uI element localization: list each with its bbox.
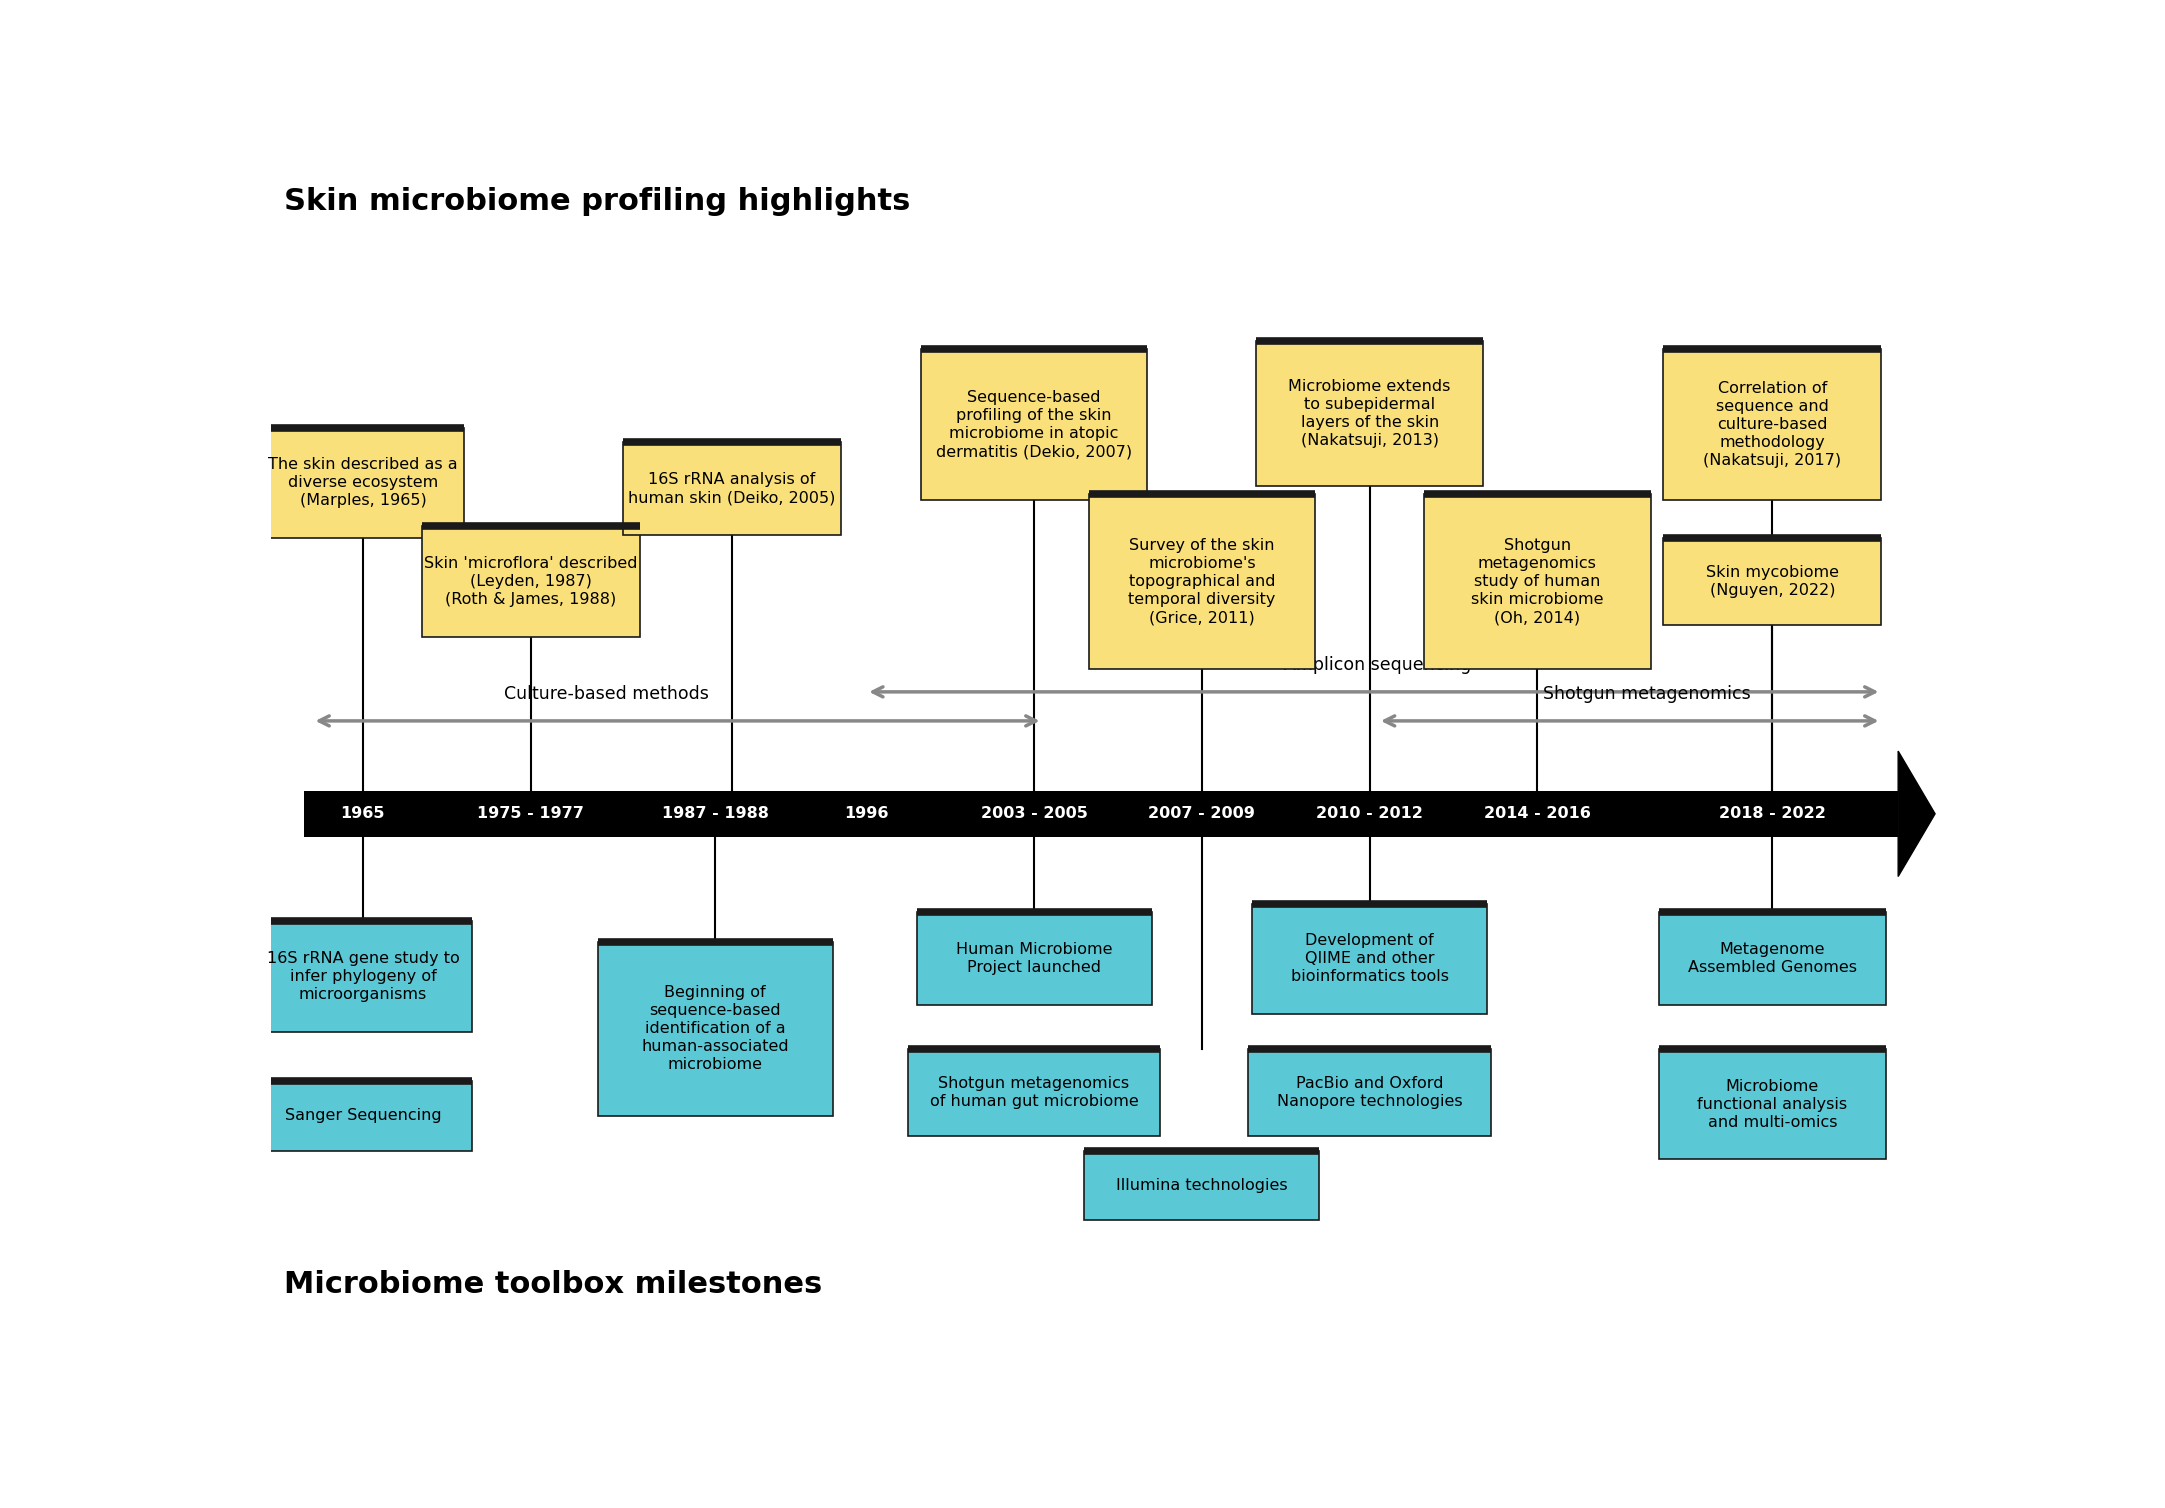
FancyBboxPatch shape [1089,495,1314,668]
Text: The skin described as a
diverse ecosystem
(Marples, 1965): The skin described as a diverse ecosyste… [268,457,457,508]
Text: Microbiome toolbox milestones: Microbiome toolbox milestones [284,1270,823,1298]
Text: Metagenome
Assembled Genomes: Metagenome Assembled Genomes [1689,942,1858,976]
Text: 1987 - 1988: 1987 - 1988 [662,807,769,822]
Text: Sequence-based
profiling of the skin
microbiome in atopic
dermatitis (Dekio, 200: Sequence-based profiling of the skin mic… [935,391,1132,460]
Text: Culture-based methods: Culture-based methods [504,686,708,703]
Text: Illumina technologies: Illumina technologies [1115,1178,1288,1193]
FancyBboxPatch shape [624,442,840,535]
Text: 16S rRNA gene study to
infer phylogeny of
microorganisms: 16S rRNA gene study to infer phylogeny o… [266,952,459,1001]
Text: 16S rRNA analysis of
human skin (Deiko, 2005): 16S rRNA analysis of human skin (Deiko, … [628,472,836,505]
FancyBboxPatch shape [920,350,1147,501]
FancyBboxPatch shape [909,1050,1160,1136]
Text: Survey of the skin
microbiome's
topographical and
temporal diversity
(Grice, 201: Survey of the skin microbiome's topograp… [1128,538,1275,624]
FancyBboxPatch shape [1085,1151,1318,1220]
Text: 1996: 1996 [844,807,888,822]
Text: Amplicon sequencing: Amplicon sequencing [1284,656,1472,674]
FancyBboxPatch shape [1658,1050,1886,1160]
Polygon shape [1899,751,1936,876]
FancyBboxPatch shape [1663,538,1881,626]
Text: Skin mycobiome
(Nguyen, 2022): Skin mycobiome (Nguyen, 2022) [1706,566,1838,599]
FancyBboxPatch shape [598,941,834,1116]
Text: Shotgun
metagenomics
study of human
skin microbiome
(Oh, 2014): Shotgun metagenomics study of human skin… [1472,538,1604,624]
Text: Development of
QIIME and other
bioinformatics tools: Development of QIIME and other bioinform… [1290,933,1448,985]
Text: 2007 - 2009: 2007 - 2009 [1147,807,1256,822]
FancyBboxPatch shape [916,912,1152,1006]
Text: 2010 - 2012: 2010 - 2012 [1316,807,1422,822]
FancyBboxPatch shape [1247,1050,1492,1136]
Text: Sanger Sequencing: Sanger Sequencing [284,1108,442,1123]
FancyBboxPatch shape [253,1081,472,1151]
Text: Shotgun metagenomics
of human gut microbiome: Shotgun metagenomics of human gut microb… [929,1077,1139,1108]
Text: PacBio and Oxford
Nanopore technologies: PacBio and Oxford Nanopore technologies [1277,1077,1461,1108]
FancyBboxPatch shape [262,428,463,538]
FancyBboxPatch shape [1658,912,1886,1006]
Text: Microbiome extends
to subepidermal
layers of the skin
(Nakatsuji, 2013): Microbiome extends to subepidermal layer… [1288,379,1451,448]
FancyBboxPatch shape [1663,350,1881,501]
Text: Human Microbiome
Project launched: Human Microbiome Project launched [955,942,1113,976]
FancyBboxPatch shape [1425,495,1650,668]
FancyBboxPatch shape [253,921,472,1031]
Text: 1965: 1965 [340,807,385,822]
Text: 2014 - 2016: 2014 - 2016 [1483,807,1591,822]
FancyBboxPatch shape [1251,903,1487,1013]
Text: Shotgun metagenomics: Shotgun metagenomics [1544,686,1749,703]
Text: 1975 - 1977: 1975 - 1977 [476,807,585,822]
Text: Skin microbiome profiling highlights: Skin microbiome profiling highlights [284,187,911,216]
Text: Microbiome
functional analysis
and multi-omics: Microbiome functional analysis and multi… [1697,1078,1847,1129]
FancyBboxPatch shape [422,526,641,636]
FancyBboxPatch shape [303,790,1899,837]
Text: 2003 - 2005: 2003 - 2005 [981,807,1087,822]
Text: Beginning of
sequence-based
identification of a
human-associated
microbiome: Beginning of sequence-based identificati… [641,985,788,1072]
Text: 2018 - 2022: 2018 - 2022 [1719,807,1825,822]
FancyBboxPatch shape [1256,341,1483,486]
Text: Correlation of
sequence and
culture-based
methodology
(Nakatsuji, 2017): Correlation of sequence and culture-base… [1704,382,1842,469]
Text: Skin 'microflora' described
(Leyden, 1987)
(Roth & James, 1988): Skin 'microflora' described (Leyden, 198… [424,556,637,608]
